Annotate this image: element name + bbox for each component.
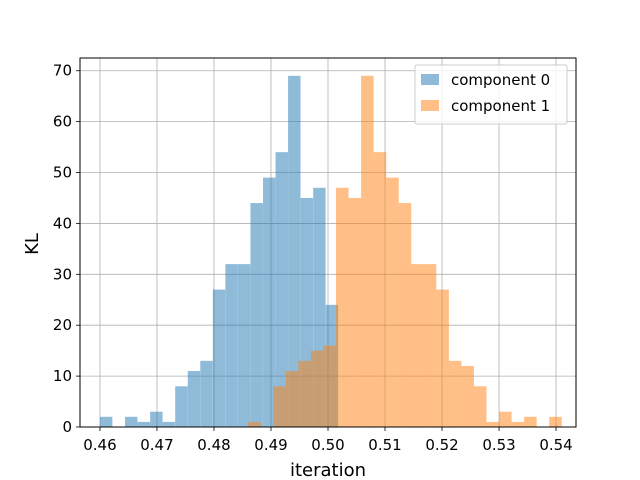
series-1 bbox=[248, 75, 562, 428]
x-tick-label: 0.52 bbox=[425, 436, 458, 454]
y-tick-label: 0 bbox=[62, 418, 72, 436]
histogram-bar bbox=[361, 75, 374, 428]
histogram-bar bbox=[200, 360, 213, 427]
x-tick-label: 0.54 bbox=[539, 436, 572, 454]
histogram-bar bbox=[248, 421, 261, 427]
histogram-bar bbox=[150, 411, 163, 427]
legend-label-component-1: component 1 bbox=[451, 97, 550, 115]
histogram-bar bbox=[386, 177, 399, 427]
y-tick-label: 30 bbox=[53, 265, 72, 283]
histogram-bar bbox=[486, 421, 500, 427]
legend-frame bbox=[414, 64, 568, 125]
histogram-bar bbox=[298, 360, 311, 427]
histogram-bar bbox=[250, 203, 263, 427]
legend-swatch-component-0 bbox=[421, 74, 439, 85]
y-tick-label: 40 bbox=[53, 214, 72, 232]
histogram-bar bbox=[398, 203, 412, 427]
y-axis-label: KL bbox=[22, 233, 43, 255]
histogram-bar bbox=[473, 386, 487, 427]
y-tick-label: 10 bbox=[53, 367, 72, 385]
histogram-bar bbox=[125, 416, 138, 427]
x-tick-label: 0.47 bbox=[140, 436, 173, 454]
legend-label-component-0: component 0 bbox=[451, 71, 550, 89]
histogram-bar bbox=[310, 350, 324, 427]
legend: component 0 component 1 bbox=[414, 64, 568, 125]
histogram-bar bbox=[411, 264, 424, 427]
histogram-bar bbox=[162, 421, 176, 427]
axis-ticks: 0.46 0.47 0.48 0.49 0.50 0.51 0.52 0.53 0.54 0 10 2… bbox=[53, 62, 573, 454]
histogram-bar bbox=[461, 365, 474, 427]
histogram-bar bbox=[275, 152, 288, 427]
histogram-bar bbox=[175, 386, 188, 427]
legend-swatch-component-1 bbox=[421, 100, 439, 111]
histogram-bar bbox=[348, 197, 362, 427]
y-tick-label: 70 bbox=[53, 62, 72, 80]
x-tick-label: 0.53 bbox=[482, 436, 515, 454]
x-tick-label: 0.46 bbox=[83, 436, 116, 454]
histogram-bar bbox=[423, 264, 437, 427]
histogram-bar bbox=[273, 386, 286, 427]
histogram-bar bbox=[225, 264, 238, 427]
x-tick-label: 0.51 bbox=[368, 436, 401, 454]
histogram-bar bbox=[212, 289, 226, 427]
bars bbox=[99, 75, 562, 428]
y-tick-label: 20 bbox=[53, 316, 72, 334]
histogram-bar bbox=[448, 360, 462, 427]
histogram-bar bbox=[323, 345, 336, 427]
y-tick-label: 60 bbox=[53, 113, 72, 131]
x-tick-label: 0.50 bbox=[311, 436, 344, 454]
x-tick-label: 0.49 bbox=[254, 436, 287, 454]
histogram-bar bbox=[288, 75, 301, 428]
histogram-bar bbox=[511, 421, 525, 427]
y-tick-label: 50 bbox=[53, 164, 72, 182]
histogram-bar bbox=[285, 371, 299, 427]
histogram-bar bbox=[373, 152, 387, 427]
histogram-bar bbox=[436, 289, 449, 427]
histogram-bar bbox=[187, 371, 201, 427]
x-tick-label: 0.48 bbox=[197, 436, 230, 454]
x-axis-label: iteration bbox=[290, 460, 366, 480]
histogram-bar bbox=[335, 187, 349, 427]
histogram-bar bbox=[549, 416, 562, 427]
histogram-bar bbox=[524, 416, 537, 427]
histogram-bar bbox=[137, 421, 151, 427]
histogram-bar bbox=[499, 411, 512, 427]
histogram-bar bbox=[263, 177, 276, 427]
histogram-bar bbox=[99, 416, 113, 427]
histogram-bar bbox=[237, 264, 251, 427]
